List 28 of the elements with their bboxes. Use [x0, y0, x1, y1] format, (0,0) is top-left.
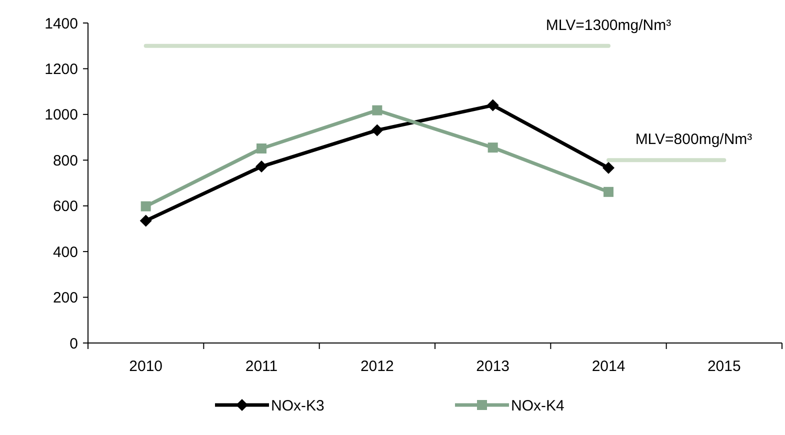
y-tick-label: 1000	[44, 106, 78, 124]
annotation: MLV=1300mg/Nm³	[546, 16, 672, 34]
point	[372, 105, 382, 116]
point	[140, 201, 151, 212]
y-tick-label: 1400	[44, 15, 78, 32]
legend-label: NOx-K4	[511, 397, 564, 414]
x-tick-label: 2015	[707, 358, 741, 375]
y-tick-label: 200	[52, 290, 78, 307]
y-tick-label: 0	[70, 335, 78, 352]
x-tick-label: 2011	[245, 358, 278, 375]
y-tick-label: 1200	[44, 60, 78, 78]
point	[256, 143, 266, 154]
point	[604, 186, 614, 197]
point	[256, 160, 268, 173]
point	[488, 142, 498, 153]
annotation: MLV=800mg/Nm³	[635, 131, 752, 148]
x-tick-label: 2013	[476, 358, 510, 375]
x-tick-label: 2014	[592, 358, 626, 375]
legend-label: NOx-K3	[271, 397, 324, 414]
point	[486, 99, 499, 112]
x-tick-label: 2010	[129, 358, 163, 375]
point	[140, 214, 152, 227]
point	[602, 162, 614, 174]
point	[371, 124, 384, 136]
y-tick-label: 800	[52, 152, 78, 170]
y-tick-label: 400	[52, 244, 78, 261]
x-tick-label: 2012	[360, 358, 394, 375]
y-tick-label: 600	[52, 198, 78, 216]
